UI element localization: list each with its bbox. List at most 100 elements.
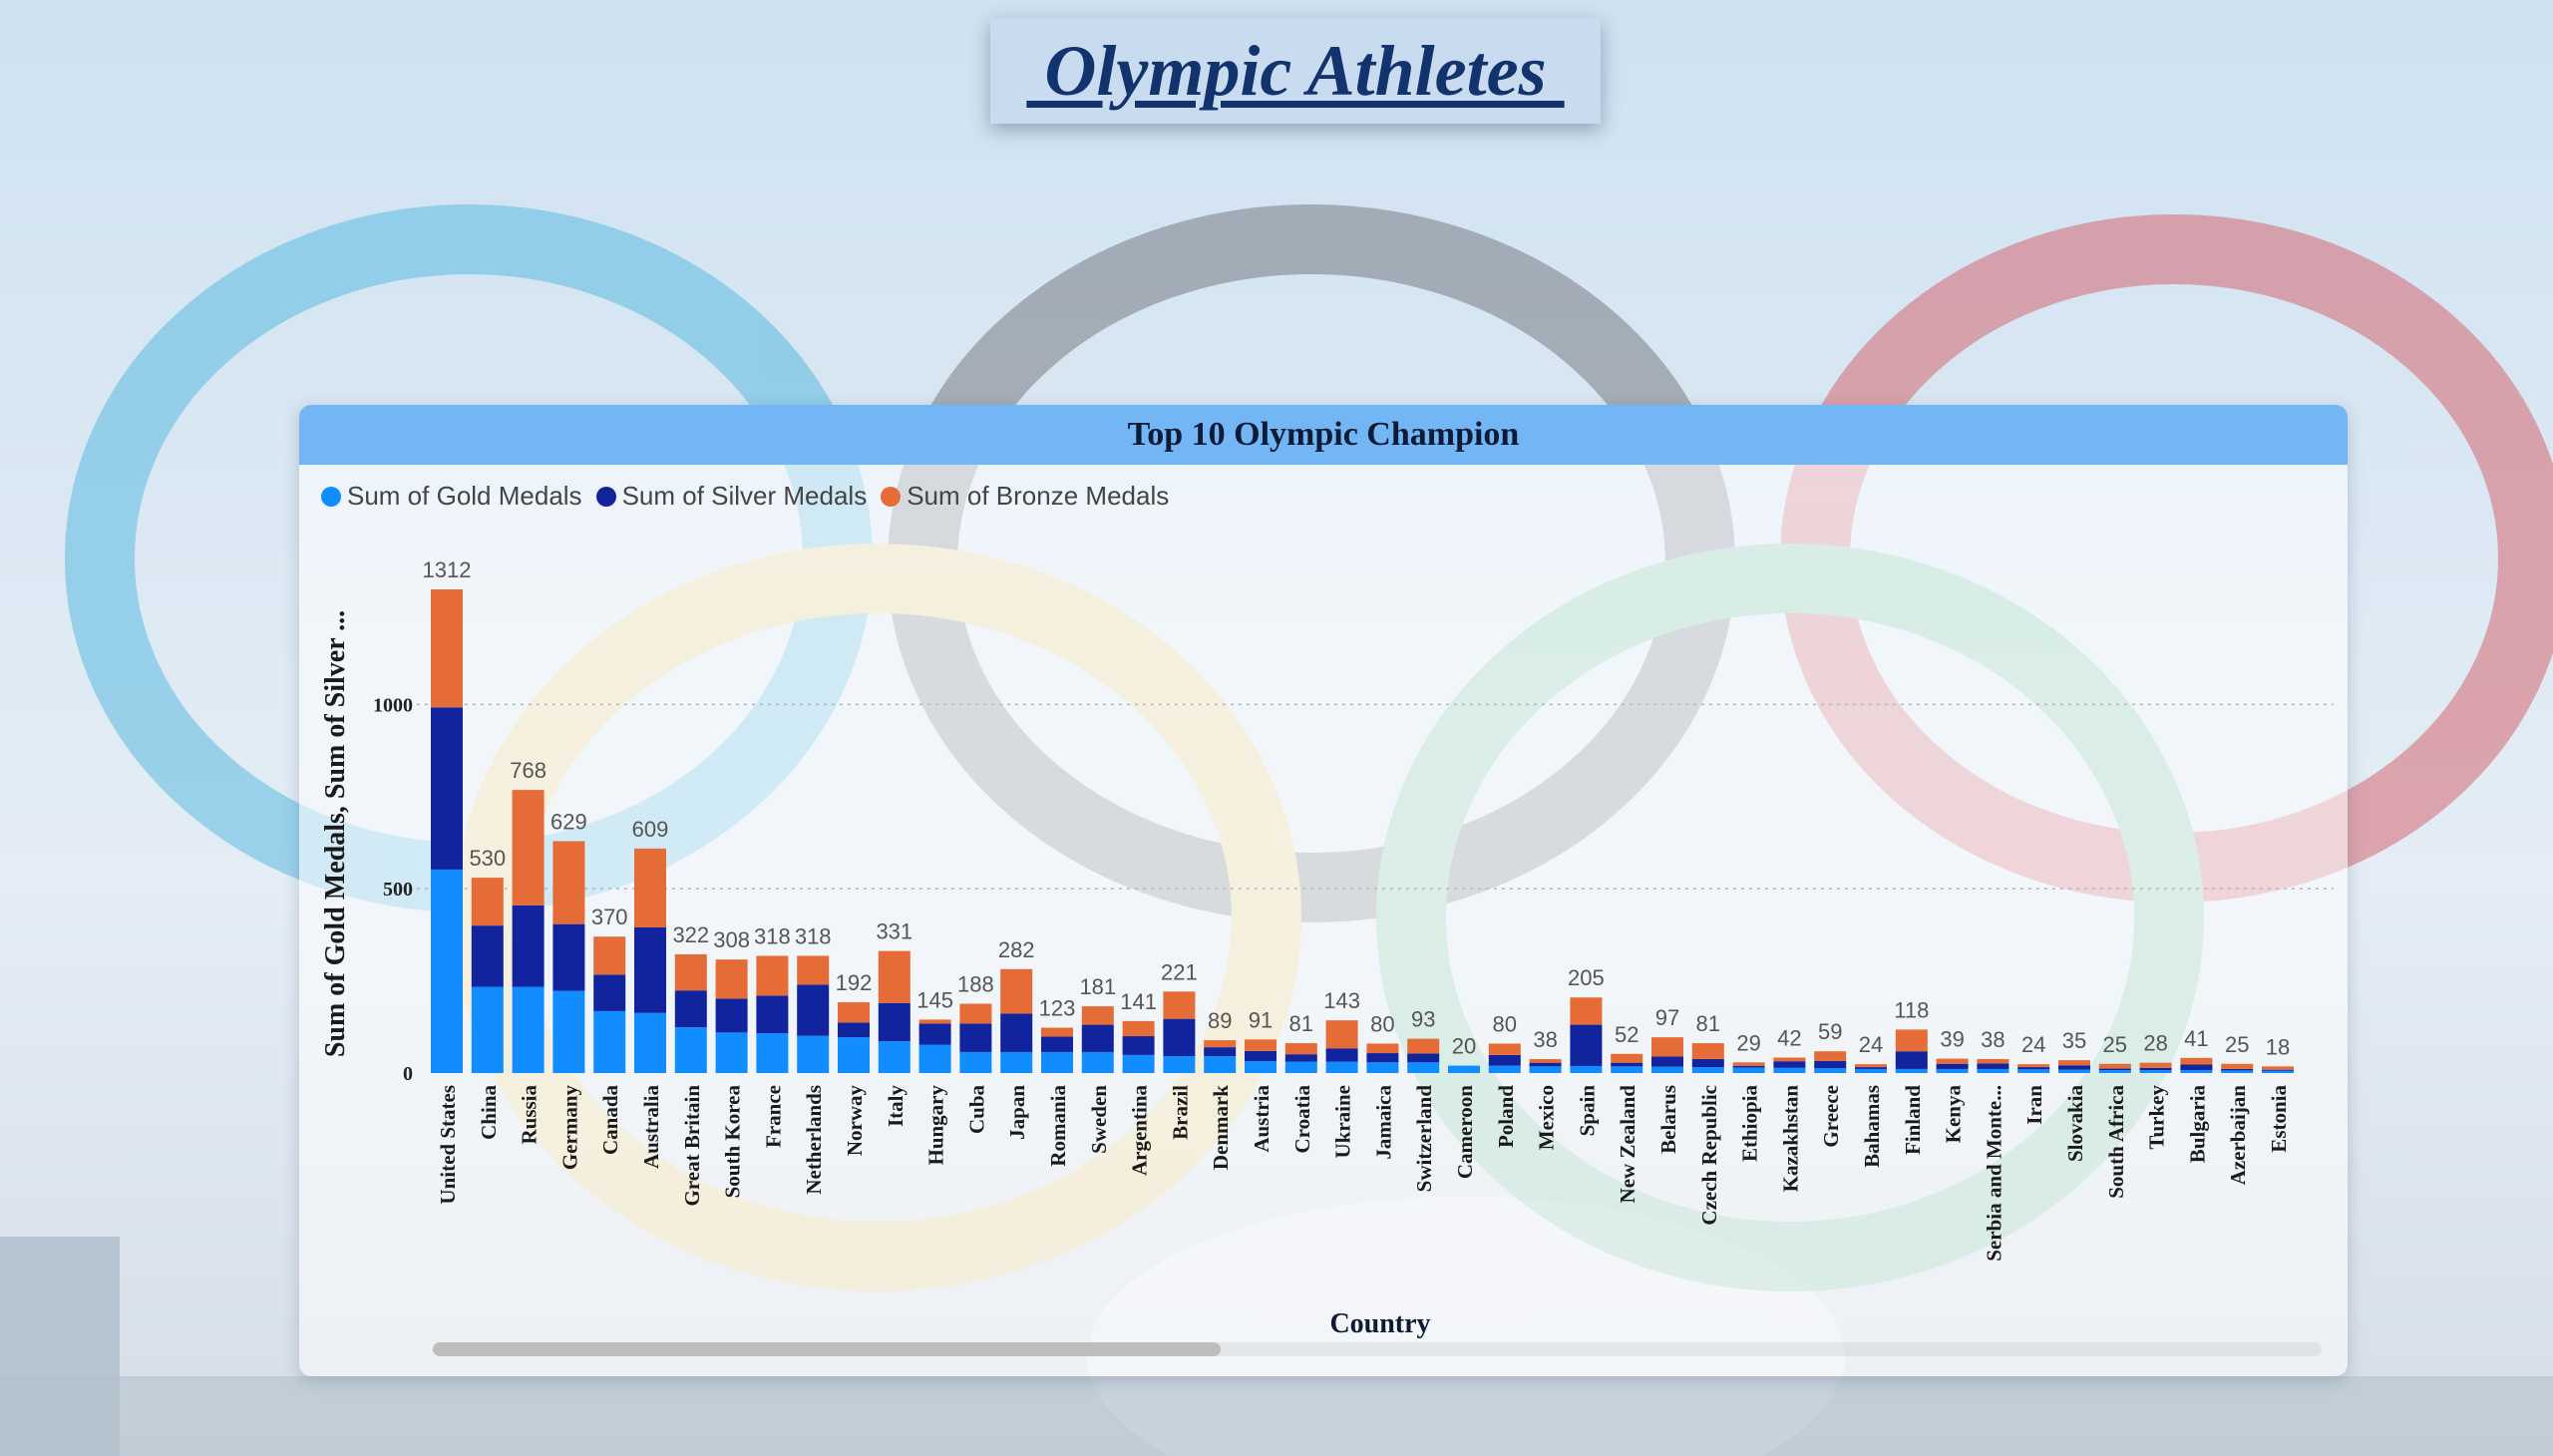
bar-segment-silver <box>1977 1063 2009 1069</box>
bar-segment-bronze <box>634 848 666 927</box>
bar-segment-gold <box>552 990 585 1073</box>
bar-segment-bronze <box>797 955 830 985</box>
x-tick-label: South Korea <box>721 1085 745 1199</box>
x-tick-label: France <box>761 1085 785 1148</box>
data-label: 80 <box>1370 1011 1394 1036</box>
data-label: 123 <box>1039 996 1076 1021</box>
bar-segment-gold <box>1936 1068 1969 1073</box>
data-label: 118 <box>1894 997 1929 1022</box>
bar-segment-silver <box>2017 1067 2050 1070</box>
bar-segment-bronze <box>1651 1037 1683 1057</box>
x-tick-label: Kazakhstan <box>1778 1085 1802 1193</box>
x-tick-label: South Africa <box>2104 1085 2128 1199</box>
bar-segment-bronze <box>593 936 626 975</box>
bar-segment-silver <box>959 1023 992 1052</box>
bar-segment-bronze <box>1814 1051 1847 1061</box>
bar-segment-bronze <box>1936 1058 1969 1064</box>
legend-item-bronze[interactable]: Sum of Bronze Medals <box>881 481 1169 512</box>
x-tick-label: Serbia and Monte... <box>1982 1085 2006 1262</box>
data-label: 143 <box>1323 988 1360 1013</box>
y-tick-label: 1000 <box>373 694 413 716</box>
bar-segment-gold <box>959 1051 992 1073</box>
data-label: 24 <box>2021 1032 2045 1057</box>
y-axis-title: Sum of Gold Medals, Sum of Silver ... <box>320 610 351 1057</box>
x-tick-label: Hungary <box>924 1085 948 1166</box>
x-tick-label: Brazil <box>1168 1085 1192 1140</box>
bar-segment-gold <box>2221 1070 2254 1073</box>
data-label: 81 <box>1696 1011 1720 1036</box>
bar-segment-bronze <box>512 790 545 906</box>
bar-segment-bronze <box>838 1002 870 1023</box>
x-tick-label: Iran <box>2022 1085 2046 1125</box>
bar-segment-gold <box>512 986 545 1073</box>
x-tick-label: Ethiopia <box>1738 1085 1762 1163</box>
x-tick-label: Finland <box>1901 1085 1925 1155</box>
bar-segment-silver <box>2262 1069 2294 1071</box>
bar-segment-silver <box>1325 1048 1358 1062</box>
chart-scrollbar-thumb[interactable] <box>433 1342 1221 1356</box>
bar-segment-silver <box>878 1002 911 1042</box>
x-tick-label: Netherlands <box>802 1085 826 1195</box>
legend-item-gold[interactable]: Sum of Gold Medals <box>321 481 582 512</box>
y-tick-label: 500 <box>383 879 413 901</box>
data-label: 205 <box>1568 965 1605 990</box>
data-label: 370 <box>591 905 628 929</box>
x-tick-label: United States <box>436 1085 460 1205</box>
bar-segment-bronze <box>1773 1057 1806 1062</box>
data-label: 91 <box>1249 1007 1273 1032</box>
bar-segment-gold <box>1691 1067 1724 1073</box>
bar-segment-gold <box>2180 1070 2213 1073</box>
bar-segment-gold <box>1204 1055 1237 1073</box>
bar-segment-gold <box>1407 1062 1440 1073</box>
bar-segment-silver <box>552 923 585 991</box>
bar-segment-bronze <box>674 953 707 991</box>
legend-item-silver[interactable]: Sum of Silver Medals <box>595 481 867 512</box>
page-title: Olympic Athletes <box>1026 30 1565 111</box>
bar-segment-silver <box>918 1023 951 1045</box>
bar-segment-gold <box>756 1033 789 1073</box>
x-tick-label: Belarus <box>1656 1085 1680 1154</box>
bar-segment-gold <box>715 1032 748 1073</box>
bar-segment-bronze <box>1000 968 1033 1014</box>
bar-segment-gold <box>1000 1051 1033 1073</box>
bar-segment-gold <box>1773 1067 1806 1073</box>
legend-label-gold: Sum of Gold Medals <box>347 481 582 511</box>
bar-segment-silver <box>1651 1056 1683 1067</box>
x-tick-label: Poland <box>1494 1085 1518 1148</box>
bar-segment-bronze <box>1488 1043 1521 1055</box>
bar-segment-silver <box>756 995 789 1034</box>
x-tick-label: Mexico <box>1535 1085 1559 1150</box>
bar-segment-gold <box>1284 1061 1317 1073</box>
bar-segment-silver <box>2058 1065 2090 1070</box>
x-tick-label: Japan <box>1005 1085 1029 1140</box>
bar-segment-bronze <box>2017 1064 2050 1068</box>
bar-segment-bronze <box>715 959 748 999</box>
bar-segment-gold <box>1611 1066 1643 1073</box>
bar-segment-bronze <box>1977 1058 2009 1064</box>
bar-segment-silver <box>1122 1036 1155 1055</box>
bar-segment-gold <box>918 1044 951 1073</box>
bar-segment-silver <box>674 990 707 1028</box>
bar-segment-silver <box>431 707 463 870</box>
bar-segment-gold <box>2139 1070 2172 1073</box>
bar-segment-silver <box>593 974 626 1011</box>
bar-segment-silver <box>1081 1024 1114 1052</box>
bar-segment-gold <box>1570 1065 1603 1073</box>
bar-segment-gold <box>1448 1065 1480 1073</box>
bar-segment-silver <box>1855 1067 1887 1069</box>
x-tick-label: Canada <box>598 1085 622 1156</box>
x-tick-label: Cameroon <box>1453 1085 1477 1179</box>
bar-segment-silver <box>471 925 504 987</box>
bar-segment-bronze <box>2098 1063 2131 1069</box>
data-label: 192 <box>836 970 873 995</box>
bar-segment-bronze <box>1204 1040 1237 1048</box>
bar-segment-gold <box>797 1035 830 1073</box>
bar-segment-bronze <box>878 950 911 1003</box>
chart-scrollbar[interactable] <box>433 1342 2322 1356</box>
bar-segment-bronze <box>1366 1043 1399 1054</box>
data-label: 52 <box>1615 1022 1639 1047</box>
bar-segment-gold <box>634 1012 666 1073</box>
bar-segment-silver <box>1488 1054 1521 1066</box>
data-label: 530 <box>469 846 506 871</box>
bar-segment-bronze <box>1611 1053 1643 1063</box>
